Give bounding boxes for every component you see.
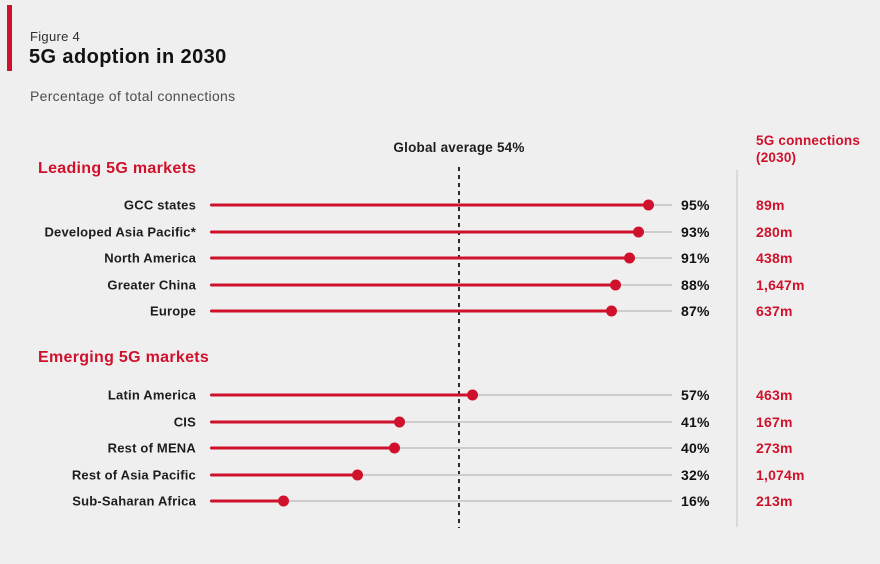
chart-row: Europe 87% 637m xyxy=(0,298,880,325)
region-label: Rest of MENA xyxy=(107,440,196,456)
pct-value: 32% xyxy=(681,466,710,483)
chart-row: Greater China 88% 1,647m xyxy=(0,272,880,299)
pct-value: 91% xyxy=(681,250,710,267)
emerging-markets-rows: Latin America 57% 463m CIS 41% 167m Rest… xyxy=(0,382,880,515)
connections-value: 213m xyxy=(756,493,793,510)
chart-row: North America 91% 438m xyxy=(0,245,880,272)
value-line xyxy=(210,499,284,503)
column-separator-line xyxy=(736,170,738,527)
region-label: North America xyxy=(104,250,196,266)
value-dot xyxy=(393,416,405,428)
value-line xyxy=(210,256,630,260)
pct-value: 87% xyxy=(681,303,710,320)
track-line xyxy=(210,447,672,450)
pct-value: 88% xyxy=(681,276,710,293)
connections-column-header: 5G connections (2030) xyxy=(756,132,860,166)
value-line xyxy=(210,393,473,397)
region-label: Greater China xyxy=(107,277,196,293)
connections-value: 273m xyxy=(756,440,793,457)
connections-value: 637m xyxy=(756,303,793,320)
connections-value: 167m xyxy=(756,413,793,430)
value-dot xyxy=(388,442,400,454)
value-dot xyxy=(352,469,364,481)
leading-markets-rows: GCC states 95% 89m Developed Asia Pacifi… xyxy=(0,192,880,325)
global-average-line xyxy=(458,167,460,528)
pct-value: 57% xyxy=(681,387,710,404)
value-line xyxy=(210,473,358,477)
connections-value: 438m xyxy=(756,250,793,267)
chart-row: Rest of MENA 40% 273m xyxy=(0,435,880,462)
region-label: Sub-Saharan Africa xyxy=(72,493,196,509)
connections-value: 1,074m xyxy=(756,466,805,483)
chart-row: CIS 41% 167m xyxy=(0,409,880,436)
connections-header-line2: (2030) xyxy=(756,150,797,165)
connections-value: 1,647m xyxy=(756,276,805,293)
chart-row: GCC states 95% 89m xyxy=(0,192,880,219)
pct-value: 93% xyxy=(681,223,710,240)
value-line xyxy=(210,309,612,313)
figure-subtitle: Percentage of total connections xyxy=(30,88,236,104)
value-dot xyxy=(605,305,617,317)
track-line xyxy=(210,500,672,503)
value-line xyxy=(210,203,649,207)
pct-value: 95% xyxy=(681,197,710,214)
section-heading-emerging: Emerging 5G markets xyxy=(38,349,210,366)
chart-row: Sub-Saharan Africa 16% 213m xyxy=(0,488,880,515)
value-line xyxy=(210,283,616,287)
value-dot xyxy=(278,495,290,507)
region-label: CIS xyxy=(173,414,196,430)
accent-bar xyxy=(7,5,12,71)
value-dot xyxy=(633,226,645,238)
value-dot xyxy=(610,279,622,291)
connections-value: 89m xyxy=(756,197,785,214)
pct-value: 40% xyxy=(681,440,710,457)
value-line xyxy=(210,420,400,424)
value-line xyxy=(210,230,639,234)
region-label: Developed Asia Pacific* xyxy=(44,224,196,240)
value-dot xyxy=(624,252,636,264)
figure-number: Figure 4 xyxy=(30,29,81,44)
chart-row: Developed Asia Pacific* 93% 280m xyxy=(0,219,880,246)
global-average-label: Global average 54% xyxy=(393,140,525,155)
track-line xyxy=(210,473,672,476)
pct-value: 41% xyxy=(681,413,710,430)
region-label: GCC states xyxy=(123,197,196,213)
value-line xyxy=(210,446,395,450)
region-label: Europe xyxy=(150,303,196,319)
figure-title: 5G adoption in 2030 xyxy=(29,46,227,68)
chart-row: Latin America 57% 463m xyxy=(0,382,880,409)
value-dot xyxy=(642,199,654,211)
section-heading-leading: Leading 5G markets xyxy=(38,160,197,177)
connections-value: 463m xyxy=(756,387,793,404)
connections-header-line1: 5G connections xyxy=(756,133,861,148)
region-label: Rest of Asia Pacific xyxy=(71,467,196,483)
value-dot xyxy=(467,389,479,401)
track-line xyxy=(210,420,672,423)
connections-value: 280m xyxy=(756,223,793,240)
chart-row: Rest of Asia Pacific 32% 1,074m xyxy=(0,462,880,489)
pct-value: 16% xyxy=(681,493,710,510)
region-label: Latin America xyxy=(107,387,196,403)
